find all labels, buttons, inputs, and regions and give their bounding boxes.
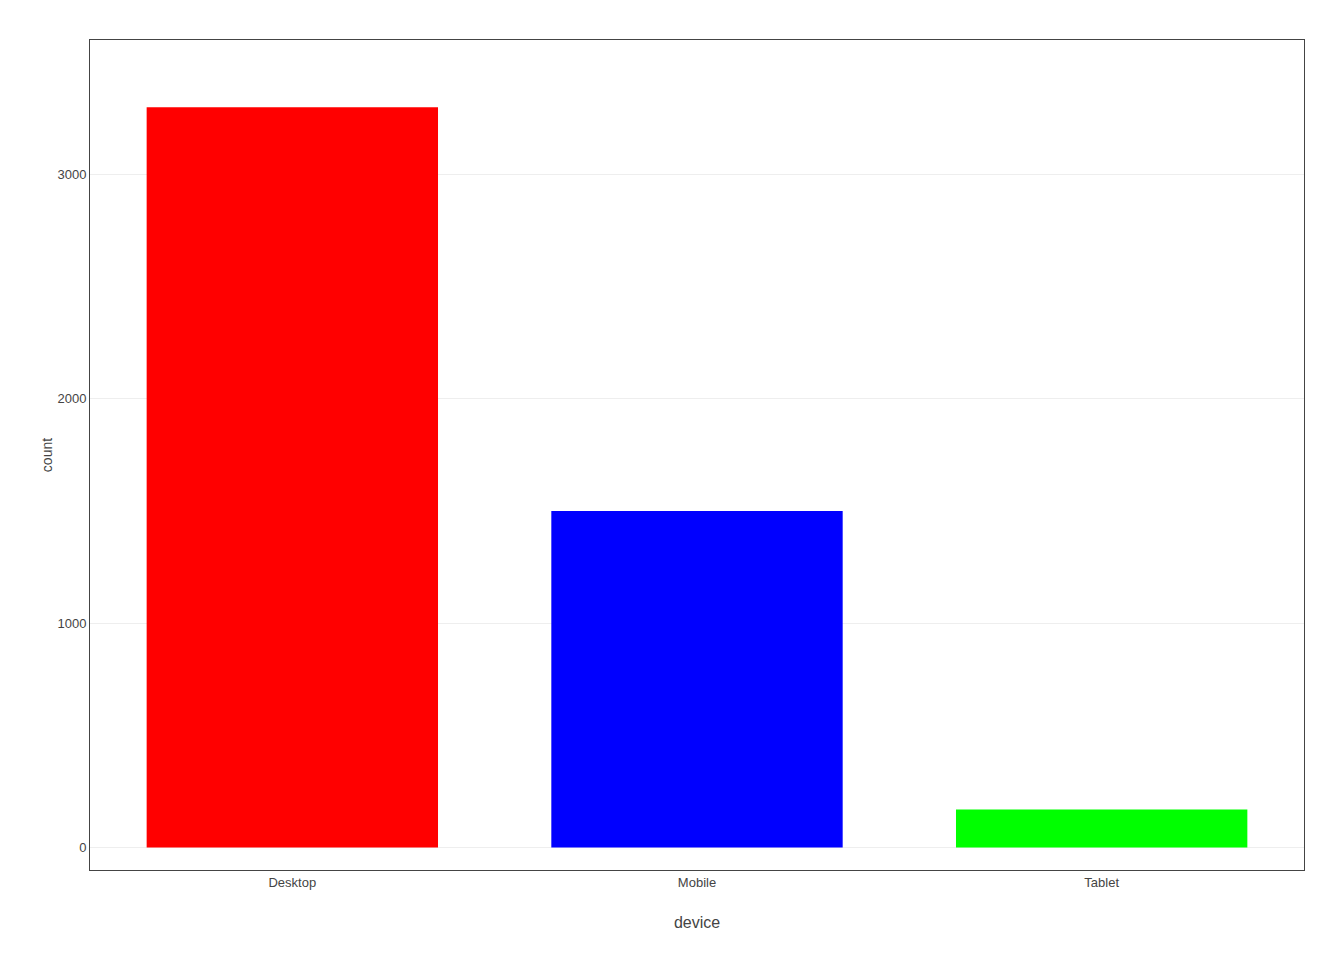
svg-text:1000: 1000 (57, 616, 86, 631)
svg-text:2000: 2000 (57, 391, 86, 406)
svg-text:0: 0 (79, 840, 86, 855)
svg-text:Mobile: Mobile (678, 875, 716, 890)
svg-text:Tablet: Tablet (1084, 875, 1119, 890)
svg-text:device: device (674, 914, 720, 931)
svg-text:3000: 3000 (57, 167, 86, 182)
svg-text:count: count (39, 438, 55, 472)
svg-text:Desktop: Desktop (268, 875, 316, 890)
